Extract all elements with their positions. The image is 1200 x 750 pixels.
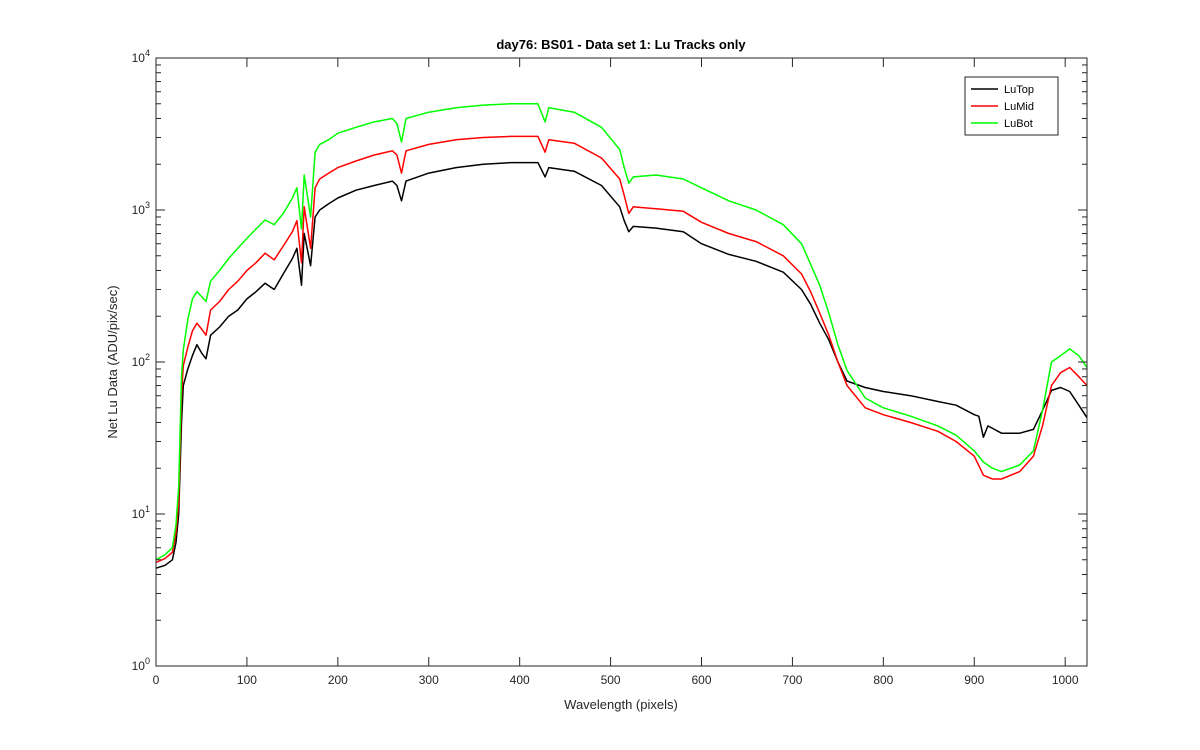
- y-tick-label: 101: [132, 504, 150, 521]
- legend: LuTop LuMid LuBot: [964, 76, 1059, 136]
- x-tick-label: 900: [964, 673, 984, 687]
- x-tick-label: 200: [328, 673, 348, 687]
- x-tick-label: 100: [237, 673, 257, 687]
- legend-label-0: LuTop: [1004, 84, 1034, 96]
- legend-label-2: LuBot: [1004, 118, 1033, 130]
- chart-title: day76: BS01 - Data set 1: Lu Tracks only: [496, 37, 746, 52]
- x-tick-label: 300: [419, 673, 439, 687]
- y-tick-label: 102: [132, 352, 150, 369]
- y-axis-title: Net Lu Data (ADU/pix/sec): [105, 285, 120, 438]
- x-tick-label: 700: [782, 673, 802, 687]
- x-tick-label: 400: [510, 673, 530, 687]
- y-tick-label: 104: [132, 48, 150, 65]
- x-tick-label: 800: [873, 673, 893, 687]
- series-lines: [155, 103, 1088, 569]
- x-tick-label: 0: [153, 673, 160, 687]
- x-axis-title: Wavelength (pixels): [564, 697, 678, 712]
- y-tick-label: 100: [132, 656, 150, 673]
- plot-background: [156, 58, 1087, 666]
- series-line-1: [155, 135, 1088, 564]
- series-line-2: [155, 103, 1088, 561]
- axis-ticks: 0 100 200 300 400 500 600 700 800 900 100010010110…: [132, 48, 1087, 687]
- legend-label-1: LuMid: [1004, 101, 1034, 113]
- x-tick-label: 500: [601, 673, 621, 687]
- series-line-0: [155, 161, 1088, 569]
- y-tick-label: 103: [132, 200, 150, 217]
- x-tick-label: 600: [691, 673, 711, 687]
- x-tick-label: 1000: [1052, 673, 1079, 687]
